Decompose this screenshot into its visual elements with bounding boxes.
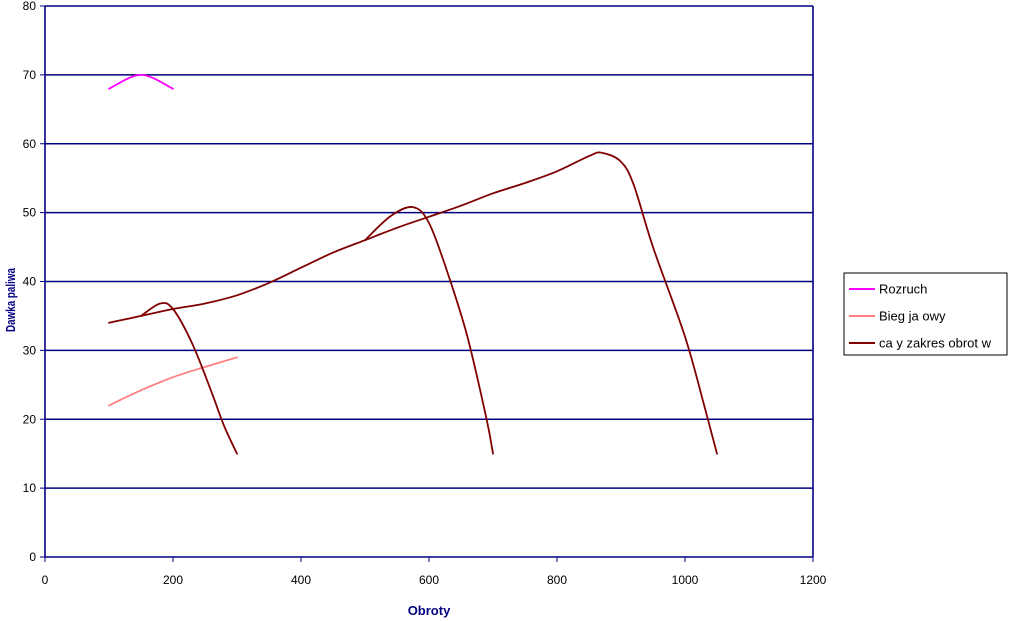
- y-tick-label: 0: [29, 550, 36, 564]
- y-tick-label: 30: [23, 343, 37, 357]
- series-line-2: [108, 356, 238, 407]
- x-tick-label: 600: [419, 573, 439, 587]
- y-tick-label: 60: [23, 137, 37, 151]
- x-tick-label: 400: [291, 573, 311, 587]
- x-tick-label: 1000: [672, 573, 699, 587]
- axes: [40, 5, 814, 562]
- series-line-3-part-2: [140, 302, 238, 455]
- series-lines: [108, 74, 718, 455]
- legend-box: [843, 272, 1008, 356]
- x-tick-labels: 0 200 400 600 800 1000 1200: [42, 573, 827, 587]
- y-axis-title: Dawka paliwa: [3, 267, 18, 332]
- y-tick-label: 10: [23, 481, 37, 495]
- y-tick-labels: 0 10 20 30 40 50 60 70 80: [23, 0, 37, 564]
- y-tick-label: 70: [23, 68, 37, 82]
- series-line-3-part-1: [108, 151, 718, 455]
- x-tick-label: 1200: [800, 573, 827, 587]
- x-tick-label: 800: [547, 573, 567, 587]
- y-tick-label: 80: [23, 0, 37, 13]
- legend-label-2: Bieg ja owy: [879, 309, 946, 324]
- series-line-1: [108, 74, 174, 90]
- y-tick-label: 20: [23, 412, 37, 426]
- x-axis-title: Obroty: [408, 603, 451, 618]
- y-tick-label: 50: [23, 206, 37, 220]
- grid-lines: [45, 5, 813, 489]
- legend-label-3: ca y zakres obrot w: [879, 336, 992, 351]
- x-tick-label: 200: [163, 573, 183, 587]
- series-line-3-part-3: [364, 206, 494, 455]
- legend: Rozruch Bieg ja owy ca y zakres obrot w: [843, 272, 1008, 356]
- x-tick-label: 0: [42, 573, 49, 587]
- legend-label-1: Rozruch: [879, 282, 927, 297]
- y-tick-label: 40: [23, 275, 37, 289]
